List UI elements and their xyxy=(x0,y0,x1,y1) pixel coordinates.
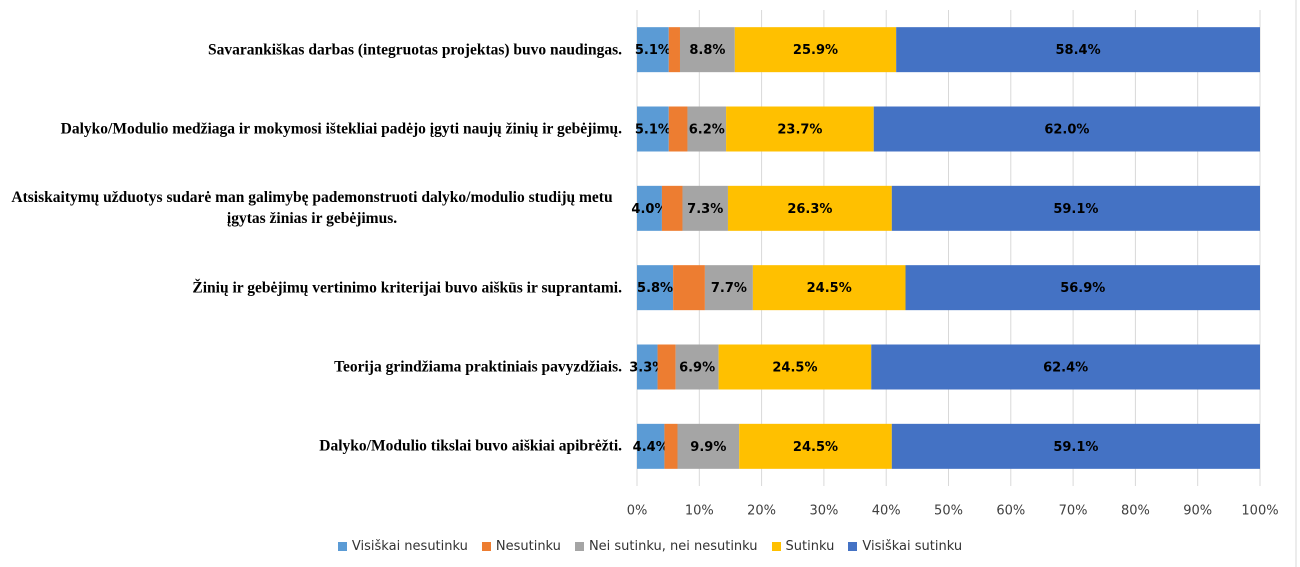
legend-label: Sutinku xyxy=(785,539,835,554)
bar-segment xyxy=(734,27,897,73)
bar-segment xyxy=(682,185,728,231)
data-label: 8.8% xyxy=(689,43,725,58)
bar-segment xyxy=(739,423,892,469)
x-tick-label: 0% xyxy=(627,504,648,519)
data-label: 59.1% xyxy=(1053,202,1098,217)
category-text: Savarankiškas darbas (integruotas projek… xyxy=(207,41,622,59)
bar-segment xyxy=(905,265,1260,311)
legend-swatch xyxy=(771,542,781,551)
data-label: 56.9% xyxy=(1060,281,1105,296)
legend-label: Nesutinku xyxy=(495,539,561,554)
data-label: 3.3% xyxy=(629,361,665,376)
bar-segment xyxy=(718,344,872,390)
bar-segment xyxy=(675,344,719,390)
bar-segment xyxy=(677,423,740,469)
data-label: 24.5% xyxy=(772,361,817,376)
category-label: Dalyko/Modulio tikslai buvo aiškiai apib… xyxy=(0,436,622,457)
data-label: 5.8% xyxy=(637,281,673,296)
bar-segment xyxy=(896,27,1260,73)
x-tick-label: 90% xyxy=(1183,504,1212,519)
bar-segment xyxy=(637,423,665,469)
data-label: 5.1% xyxy=(635,123,671,138)
data-label: 6.9% xyxy=(679,361,715,376)
category-text: Teorija grindžiama praktiniais pavyzdžia… xyxy=(334,358,622,376)
legend-item: Sutinku xyxy=(771,539,835,554)
bar-segment xyxy=(637,344,658,390)
bar-segment xyxy=(664,423,678,469)
data-label: 62.4% xyxy=(1043,361,1088,376)
legend-label: Visiškai sutinku xyxy=(862,539,963,554)
x-tick-label: 30% xyxy=(809,504,838,519)
bar-segment xyxy=(668,106,688,152)
category-label: Dalyko/Modulio medžiaga ir mokymosi ište… xyxy=(0,119,622,140)
category-text: Dalyko/Modulio tikslai buvo aiškiai apib… xyxy=(319,437,622,455)
bar-segment xyxy=(637,106,669,152)
legend-item: Nesutinku xyxy=(481,539,561,554)
x-tick-label: 10% xyxy=(685,504,714,519)
data-label: 9.9% xyxy=(690,440,726,455)
bar-segment xyxy=(687,106,727,152)
category-label: Atsiskaitymų užduotys sudarė man galimyb… xyxy=(0,187,622,229)
category-label: Savarankiškas darbas (integruotas projek… xyxy=(0,39,622,60)
data-label: 59.1% xyxy=(1053,440,1098,455)
x-tick-label: 80% xyxy=(1121,504,1150,519)
data-label: 6.2% xyxy=(689,123,725,138)
x-tick-label: 60% xyxy=(996,504,1025,519)
legend-swatch xyxy=(337,542,347,551)
bar-segment xyxy=(704,265,753,311)
legend-item: Visiškai nesutinku xyxy=(337,539,468,554)
category-label: Teorija grindžiama praktiniais pavyzdžia… xyxy=(0,357,622,378)
data-label: 4.4% xyxy=(633,440,669,455)
category-text: Dalyko/Modulio medžiaga ir mokymosi ište… xyxy=(60,120,622,138)
bar-segment xyxy=(673,265,705,311)
bar-segment xyxy=(727,185,892,231)
data-label: 24.5% xyxy=(807,281,852,296)
bar-segment xyxy=(891,185,1260,231)
bar-segment xyxy=(679,27,735,73)
bar-segment xyxy=(661,185,683,231)
legend-label: Nei sutinku, nei nesutinku xyxy=(588,539,758,554)
data-label: 25.9% xyxy=(793,43,838,58)
x-tick-label: 70% xyxy=(1059,504,1088,519)
legend-swatch xyxy=(481,542,491,551)
bar-segment xyxy=(637,185,662,231)
bar-segment xyxy=(752,265,906,311)
bar-segment xyxy=(668,27,680,73)
data-label: 62.0% xyxy=(1044,123,1089,138)
category-label: Žinių ir gebėjimų vertinimo kriterijai b… xyxy=(0,277,622,298)
category-text: Atsiskaitymų užduotys sudarė man galimyb… xyxy=(11,189,613,228)
bar-segment xyxy=(637,27,669,73)
bar-segment xyxy=(657,344,676,390)
data-label: 5.1% xyxy=(635,43,671,58)
bar-segment xyxy=(637,265,674,311)
x-tick-label: 50% xyxy=(934,504,963,519)
x-tick-label: 40% xyxy=(872,504,901,519)
legend: Visiškai nesutinku Nesutinku Nei sutinku, … xyxy=(0,539,1300,554)
data-label: 23.7% xyxy=(777,123,822,138)
legend-label: Visiškai nesutinku xyxy=(351,539,468,554)
bar-segment xyxy=(873,106,1260,152)
bar-segment xyxy=(726,106,874,152)
legend-item: Nei sutinku, nei nesutinku xyxy=(574,539,758,554)
legend-swatch xyxy=(848,542,858,551)
x-tick-label: 100% xyxy=(1241,504,1278,519)
data-label: 7.7% xyxy=(711,281,747,296)
bar-segment xyxy=(891,423,1260,469)
data-label: 7.3% xyxy=(687,202,723,217)
legend-swatch xyxy=(574,542,584,551)
data-label: 58.4% xyxy=(1056,43,1101,58)
data-label: 26.3% xyxy=(787,202,832,217)
bar-segment xyxy=(871,344,1260,390)
x-tick-label: 20% xyxy=(747,504,776,519)
category-text: Žinių ir gebėjimų vertinimo kriterijai b… xyxy=(192,279,622,297)
data-label: 24.5% xyxy=(793,440,838,455)
legend-item: Visiškai sutinku xyxy=(848,539,962,554)
data-label: 4.0% xyxy=(631,202,667,217)
